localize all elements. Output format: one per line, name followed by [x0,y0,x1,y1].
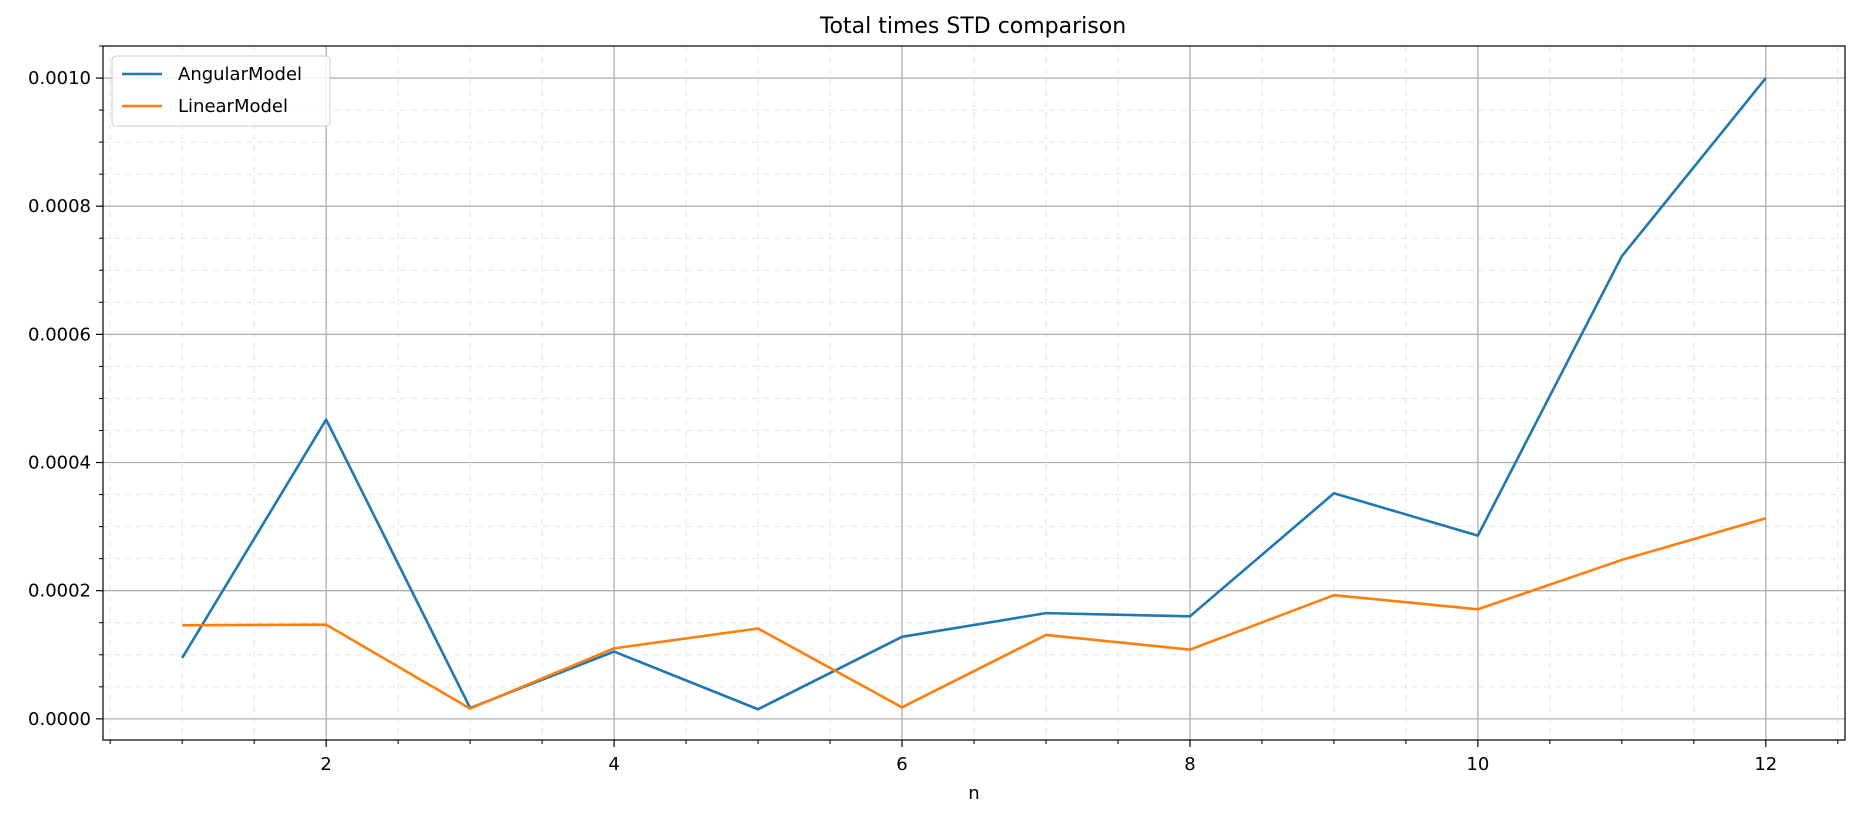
y-tick-label: 0.0004 [28,453,91,474]
legend-label-angularmodel: AngularModel [178,64,302,85]
series-layer [181,77,1767,711]
y-tick-label: 0.0010 [28,68,91,89]
minor-grid [103,45,1845,740]
legend: AngularModel LinearModel [111,55,331,127]
x-tick-label: 10 [1466,754,1489,775]
series-line-linearmodel [182,517,1767,710]
series-line-angularmodel [181,77,1767,711]
x-tick-label: 8 [1184,754,1195,775]
major-grid [103,46,1845,740]
x-tick-label: 4 [608,754,619,775]
chart-title: Total times STD comparison [819,14,1126,39]
y-tick-label: 0.0002 [28,581,91,602]
legend-label-linearmodel: LinearModel [178,96,288,117]
x-axis-label: n [968,783,979,804]
x-axis: 2 4 6 8 10 12 [109,740,1839,775]
x-tick-label: 12 [1754,754,1777,775]
x-tick-label: 2 [320,754,331,775]
x-tick-label: 6 [896,754,907,775]
y-tick-label: 0.0006 [28,324,91,345]
legend-box [111,55,331,127]
y-tick-label: 0.0008 [28,196,91,217]
y-axis: 0.0000 0.0002 0.0004 0.0006 0.0008 0.0010 [28,45,103,730]
y-tick-label: 0.0000 [28,709,91,730]
